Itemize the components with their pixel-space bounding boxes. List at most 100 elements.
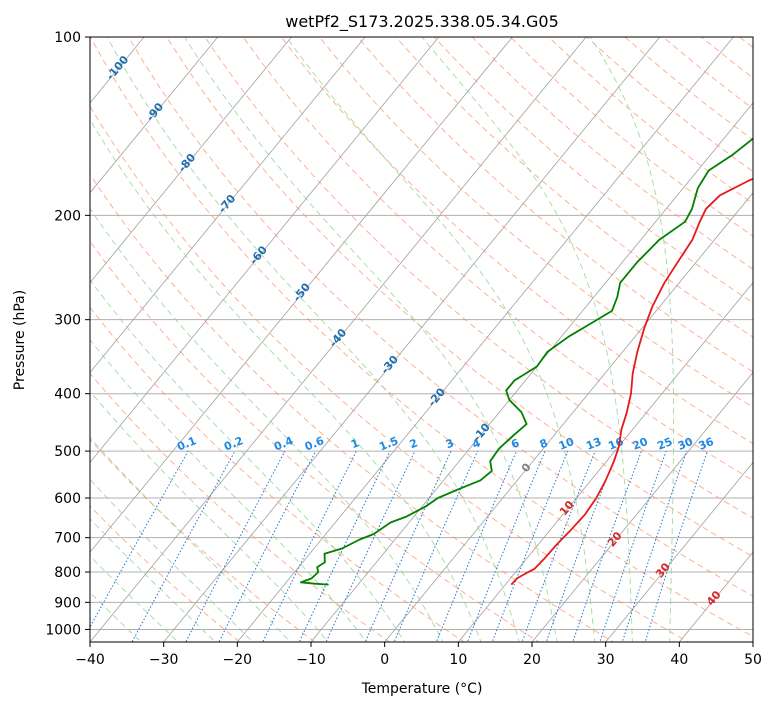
dry-adiabat-line xyxy=(166,37,753,558)
y-tick-label: 100 xyxy=(54,30,81,46)
moist-adiabat-line xyxy=(90,279,406,642)
mixing-ratio-label: 36 xyxy=(697,435,716,453)
mixing-ratio-label: 3 xyxy=(444,436,456,451)
mixing-ratio-label: 20 xyxy=(631,435,650,453)
mixing-ratio-label: 25 xyxy=(655,435,674,453)
mixing-ratio-label: 1 xyxy=(349,436,361,451)
dry-adiabat-line xyxy=(90,306,465,642)
dry-adiabat-line xyxy=(318,37,753,408)
mixing-ratio-line xyxy=(521,450,596,642)
y-axis-ticks: 100 200 300 400 500 600 700 800 900 1000 xyxy=(45,30,90,638)
mixing-ratio-line xyxy=(644,450,708,642)
dry-adiabat-line xyxy=(700,37,753,79)
temperature-profile-line xyxy=(510,177,753,586)
moist-adiabat-line xyxy=(184,37,558,642)
plot-frame xyxy=(89,36,754,643)
x-axis-label: Temperature (°C) xyxy=(361,681,483,697)
mixing-ratio-line xyxy=(325,450,416,642)
mixing-ratio-line xyxy=(466,450,546,642)
x-tick-label: 20 xyxy=(523,652,541,668)
moist-adiabat-line xyxy=(90,436,291,642)
profile-series xyxy=(300,137,753,586)
isotherm-line xyxy=(310,102,753,642)
pressure-grid xyxy=(90,37,753,630)
dry-adiabat-line xyxy=(624,37,753,141)
dry-adiabat-line xyxy=(90,173,615,642)
y-tick-label: 300 xyxy=(54,313,81,329)
mixing-ratio-label: 2 xyxy=(408,436,420,451)
dry-adiabat-lines xyxy=(90,10,775,654)
mixing-ratio-line xyxy=(599,450,667,642)
dry-adiabat-line xyxy=(90,505,241,642)
moist-adiabat-lines xyxy=(90,37,675,642)
x-axis-ticks: −40 −30 −20 −10 0 10 20 30 40 50 xyxy=(75,642,762,668)
dry-adiabat-line xyxy=(242,37,753,482)
x-tick-label: −40 xyxy=(75,652,105,668)
moist-adiabat-line xyxy=(421,37,633,642)
isotherm-line xyxy=(90,37,366,374)
dry-adiabat-line xyxy=(395,37,753,338)
x-tick-label: −30 xyxy=(149,652,179,668)
y-axis-label: Pressure (hPa) xyxy=(12,290,28,390)
mixing-ratio-line xyxy=(298,450,391,642)
moist-adiabat-line xyxy=(106,37,520,642)
isotherm-line xyxy=(237,37,734,642)
moist-adiabat-line xyxy=(90,518,216,642)
y-tick-label: 900 xyxy=(54,595,81,611)
isotherm-line xyxy=(90,37,440,463)
x-tick-label: 50 xyxy=(744,652,762,668)
moist-adiabat-line xyxy=(589,37,675,642)
isotherm-line xyxy=(458,282,753,642)
moist-adiabat-line xyxy=(90,591,142,642)
dry-adiabat-line xyxy=(357,37,753,373)
dry-adiabat-line xyxy=(90,240,540,642)
plot-area: -100-90-80-70-60-50-40-30-20-10010203040… xyxy=(0,10,775,654)
isotherm-lines xyxy=(0,37,753,642)
moist-adiabat-line xyxy=(90,478,254,642)
mixing-ratio-label: 13 xyxy=(584,435,603,453)
dry-adiabat-line xyxy=(471,37,753,270)
dry-adiabat-line xyxy=(204,37,753,519)
mixing-ratio-label: 10 xyxy=(557,435,576,453)
mixing-ratio-line xyxy=(218,450,317,642)
mixing-ratio-label: 30 xyxy=(676,435,695,453)
dry-adiabat-line xyxy=(738,37,753,49)
mixing-ratio-line xyxy=(491,450,569,642)
mixing-ratio-line xyxy=(185,450,286,642)
isotherm-line xyxy=(90,37,513,553)
moist-adiabat-line xyxy=(90,207,444,642)
x-tick-label: −20 xyxy=(223,652,253,668)
isotherm-line xyxy=(384,192,753,642)
dry-adiabat-line xyxy=(90,372,391,642)
y-tick-label: 200 xyxy=(54,208,81,224)
y-tick-label: 700 xyxy=(54,531,81,547)
y-tick-label: 600 xyxy=(54,491,81,507)
mixing-ratio-line xyxy=(572,450,642,642)
dewpoint-profile-line xyxy=(300,137,753,586)
dry-adiabat-line xyxy=(547,37,753,205)
isotherm-line xyxy=(90,37,292,284)
dry-adiabat-line xyxy=(433,37,753,304)
mixing-ratio-line xyxy=(621,450,688,642)
moist-adiabat-line xyxy=(90,339,367,642)
y-tick-label: 500 xyxy=(54,444,81,460)
isotherm-line xyxy=(90,37,587,642)
moist-adiabat-line xyxy=(90,390,329,642)
isotherm-line xyxy=(752,641,753,642)
isotherm-line xyxy=(0,37,70,642)
dry-adiabat-line xyxy=(280,37,753,445)
x-tick-label: −10 xyxy=(296,652,326,668)
dry-adiabat-line xyxy=(90,438,316,642)
mixing-ratio-lines xyxy=(90,450,708,642)
x-tick-label: 0 xyxy=(380,652,389,668)
isotherm-line xyxy=(90,37,219,194)
y-tick-label: 400 xyxy=(54,387,81,403)
y-tick-label: 1000 xyxy=(45,622,81,638)
mixing-ratio-label: 16 xyxy=(606,435,625,453)
dry-adiabat-line xyxy=(90,37,753,638)
moist-adiabat-line xyxy=(90,118,482,642)
isotherm-line xyxy=(163,37,661,642)
dry-adiabat-line xyxy=(743,10,775,654)
isotherm-line xyxy=(531,371,753,642)
